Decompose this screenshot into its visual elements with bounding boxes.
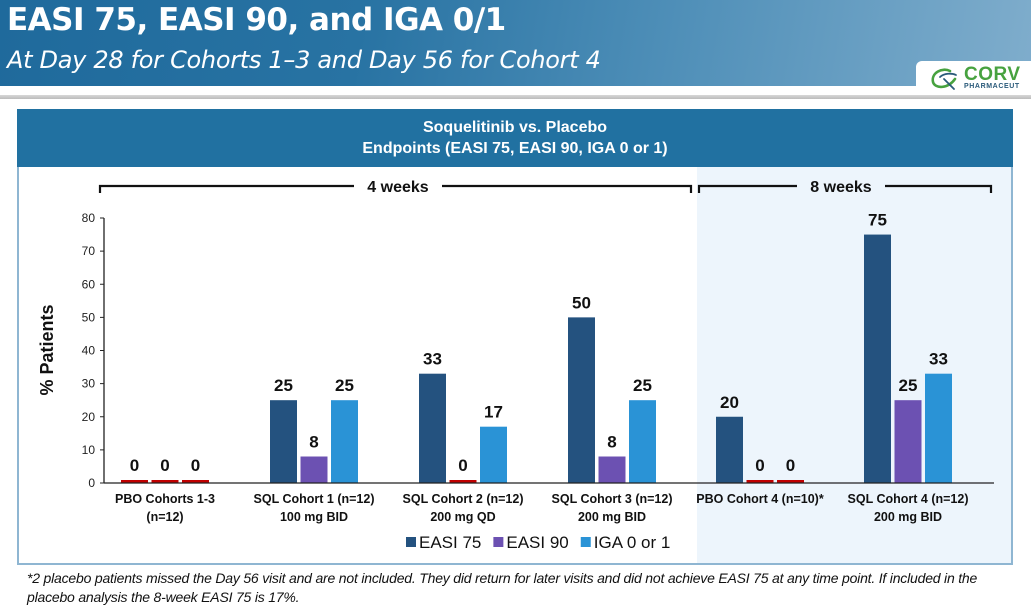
- bar-easi-75: [568, 317, 595, 483]
- bar-easi-90: [151, 480, 179, 483]
- swirl-logo-icon: [931, 68, 957, 90]
- data-label: 33: [423, 350, 442, 369]
- y-axis-title: % Patients: [37, 304, 57, 395]
- category-sublabel: (n=12): [146, 510, 183, 524]
- period-bracket-right: [442, 184, 693, 193]
- title-banner: EASI 75, EASI 90, and IGA 0/1 At Day 28 …: [0, 0, 1031, 86]
- data-label: 25: [335, 376, 354, 395]
- eight-week-shading: [697, 167, 1011, 563]
- bar-easi-75: [419, 373, 446, 483]
- data-label: 8: [309, 433, 318, 452]
- footnote: *2 placebo patients missed the Day 56 vi…: [27, 570, 978, 605]
- bar-iga-0-or-1: [925, 373, 952, 483]
- category-label: SQL Cohort 3 (n=12): [552, 492, 673, 506]
- bar-iga-0-or-1: [777, 480, 804, 483]
- category-label: PBO Cohort 4 (n=10)*: [696, 492, 824, 506]
- data-label: 0: [458, 456, 467, 475]
- category-label: SQL Cohort 2 (n=12): [403, 492, 524, 506]
- bar-iga-0-or-1: [629, 400, 656, 483]
- bar-easi-75: [716, 416, 743, 483]
- chart-header: Soquelitinib vs. Placebo Endpoints (EASI…: [17, 109, 1013, 167]
- data-label: 75: [868, 211, 887, 230]
- category-sublabel: 200 mg QD: [430, 510, 495, 524]
- y-tick-label: 10: [82, 443, 96, 457]
- y-tick-label: 50: [82, 310, 96, 324]
- legend-swatch: [493, 537, 504, 547]
- category-label: SQL Cohort 1 (n=12): [254, 492, 375, 506]
- y-tick-label: 80: [82, 211, 96, 225]
- bar-easi-90: [300, 456, 328, 483]
- legend-swatch: [580, 537, 591, 547]
- period-label: 4 weeks: [367, 179, 428, 196]
- data-label: 25: [274, 376, 293, 395]
- data-label: 0: [191, 456, 200, 475]
- category-label: SQL Cohort 4 (n=12): [848, 492, 969, 506]
- data-label: 50: [572, 293, 591, 312]
- category-sublabel: 200 mg BID: [578, 510, 646, 524]
- bar-easi-90: [746, 480, 774, 483]
- y-tick-label: 0: [88, 476, 95, 490]
- period-label: 8 weeks: [810, 179, 871, 196]
- data-label: 8: [607, 433, 616, 452]
- data-label: 17: [484, 403, 503, 422]
- data-label: 0: [160, 456, 169, 475]
- bar-easi-75: [270, 400, 297, 483]
- bar-iga-0-or-1: [480, 426, 507, 483]
- bar-iga-0-or-1: [182, 480, 209, 483]
- logo-name: CORV: [964, 64, 1021, 85]
- slide-title: EASI 75, EASI 90, and IGA 0/1: [7, 2, 506, 38]
- company-logo: CORV PHARMACEUT: [916, 61, 1031, 95]
- data-label: 0: [786, 456, 795, 475]
- y-tick-label: 60: [82, 277, 96, 291]
- category-sublabel: 200 mg BID: [874, 510, 942, 524]
- period-bracket-left: [697, 184, 797, 193]
- category-label: PBO Cohorts 1-3: [115, 492, 215, 506]
- bar-iga-0-or-1: [331, 400, 358, 483]
- period-bracket-left: [98, 184, 354, 193]
- data-label: 20: [720, 393, 739, 412]
- chart-panel: Soquelitinib vs. Placebo Endpoints (EASI…: [17, 109, 1013, 565]
- period-bracket-right: [885, 184, 993, 193]
- logo-subtitle: PHARMACEUT: [964, 83, 1020, 90]
- y-tick-label: 20: [82, 410, 96, 424]
- category-sublabel: 100 mg BID: [280, 510, 348, 524]
- slide-subtitle: At Day 28 for Cohorts 1–3 and Day 56 for…: [7, 46, 601, 74]
- divider-bar: [0, 95, 1031, 99]
- chart-header-line2: Endpoints (EASI 75, EASI 90, IGA 0 or 1): [362, 140, 668, 157]
- chart-header-line1: Soquelitinib vs. Placebo: [422, 119, 608, 136]
- data-label: 0: [755, 456, 764, 475]
- bar-easi-90: [894, 400, 922, 483]
- y-tick-label: 40: [82, 344, 96, 358]
- legend-label: IGA 0 or 1: [594, 533, 671, 552]
- y-tick-label: 70: [82, 244, 96, 258]
- legend-label: EASI 75: [419, 533, 481, 552]
- y-tick-label: 30: [82, 377, 96, 391]
- bar-easi-75: [864, 234, 891, 483]
- bar-easi-75: [121, 480, 148, 483]
- data-label: 0: [130, 456, 139, 475]
- legend-swatch: [406, 537, 416, 547]
- bar-easi-90: [598, 456, 626, 483]
- bar-easi-90: [449, 480, 477, 483]
- data-label: 25: [633, 376, 652, 395]
- data-label: 25: [899, 376, 918, 395]
- data-label: 33: [929, 350, 948, 369]
- legend-label: EASI 90: [506, 533, 568, 552]
